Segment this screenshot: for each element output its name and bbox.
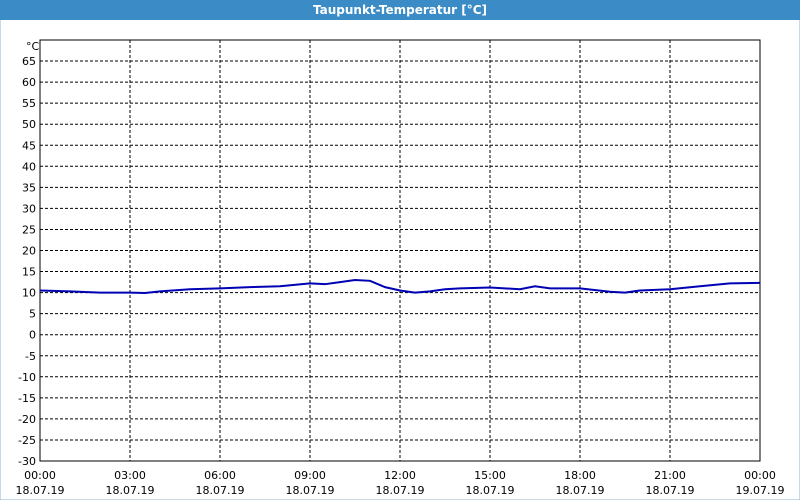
y-tick-label: 25: [22, 223, 36, 236]
y-tick-label: -5: [25, 350, 36, 363]
y-tick-label: 35: [22, 181, 36, 194]
x-tick-date: 18.07.19: [556, 484, 605, 497]
x-tick-date: 18.07.19: [466, 484, 515, 497]
x-tick-label: 12:00: [384, 469, 416, 482]
y-tick-label: 65: [22, 55, 36, 68]
chart-title: Taupunkt-Temperatur [°C]: [313, 3, 487, 17]
x-tick-label: 06:00: [204, 469, 236, 482]
x-tick-date: 18.07.19: [16, 484, 65, 497]
x-tick-label: 18:00: [564, 469, 596, 482]
y-tick-label: 55: [22, 97, 36, 110]
y-tick-label: -30: [18, 455, 36, 468]
x-tick-label: 03:00: [114, 469, 146, 482]
x-tick-label: 00:00: [24, 469, 56, 482]
y-tick-label: 5: [29, 308, 36, 321]
y-tick-label: 45: [22, 139, 36, 152]
y-tick-label: -20: [18, 413, 36, 426]
x-tick-date: 18.07.19: [286, 484, 335, 497]
y-tick-label: 15: [22, 266, 36, 279]
y-tick-label: -10: [18, 371, 36, 384]
x-tick-label: 21:00: [654, 469, 686, 482]
y-unit: °C: [26, 40, 40, 53]
title-bar: [0, 0, 800, 20]
x-tick-date: 18.07.19: [106, 484, 155, 497]
x-tick-label: 00:00: [744, 469, 776, 482]
x-tick-date: 18.07.19: [376, 484, 425, 497]
y-tick-label: 50: [22, 118, 36, 131]
x-tick-date: 18.07.19: [196, 484, 245, 497]
y-tick-label: 20: [22, 245, 36, 258]
x-tick-label: 09:00: [294, 469, 326, 482]
y-tick-label: 40: [22, 160, 36, 173]
data-line: [39, 278, 761, 295]
x-tick-date: 18.07.19: [646, 484, 695, 497]
y-tick-label: 60: [22, 76, 36, 89]
y-tick-label: 10: [22, 287, 36, 300]
plot-border: [39, 39, 761, 462]
y-tick-label: -15: [18, 392, 36, 405]
y-tick-label: -25: [18, 434, 36, 447]
y-tick-label: 0: [29, 329, 36, 342]
x-tick-label: 15:00: [474, 469, 506, 482]
y-tick-label: 30: [22, 202, 36, 215]
x-tick-date: 19.07.19: [736, 484, 785, 497]
